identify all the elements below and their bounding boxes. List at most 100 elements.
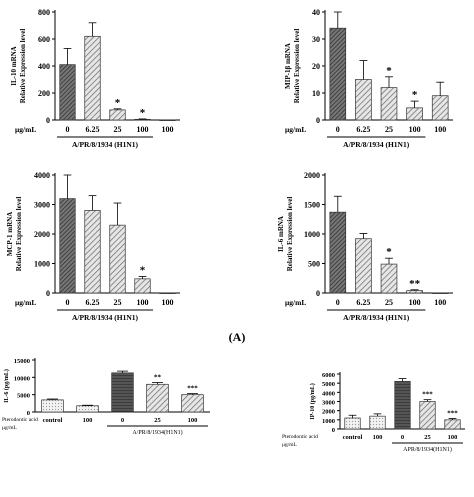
x-tick-label: 25 — [114, 298, 122, 307]
x-tick-label: 6.25 — [356, 125, 370, 134]
y-tick-label: 4000 — [34, 171, 50, 180]
y-axis-label: IL-10 mRNA — [10, 46, 18, 85]
y-tick-label: 0 — [27, 410, 30, 417]
significance-marker: * — [386, 65, 392, 77]
bar — [41, 399, 64, 413]
x-tick-label: 100 — [188, 417, 198, 424]
bar — [76, 405, 99, 413]
y-tick-label: 1000 — [304, 230, 320, 239]
bar — [111, 372, 134, 413]
y-axis-label: Relative Expression level — [286, 197, 294, 272]
x-tick-label: control — [343, 434, 363, 441]
bar — [355, 79, 372, 121]
chart-5: 0 5000 10000 15000 IL-6 (pg/mL) control 100 0 **… — [2, 358, 210, 436]
y-axis-label: Relative Expression level — [293, 29, 301, 104]
y-tick-label: 10000 — [14, 375, 30, 382]
group-label: APR/8/1934(H1N1) — [403, 446, 452, 453]
chart-1: 0 200 400 600 800 IL-10 mRNA Relative Expressi… — [10, 8, 180, 149]
y-tick-label: 30 — [312, 35, 320, 44]
bar — [444, 419, 461, 430]
x-tick-label: 100 — [448, 434, 458, 441]
x-tick-label: 0 — [336, 298, 340, 307]
bar — [134, 278, 151, 294]
x-tick-label: 100 — [373, 434, 383, 441]
bar — [159, 292, 176, 294]
x-tick-label: 25 — [114, 125, 122, 134]
chart-2: 0 10 20 30 40 MIP-1β mRNA Relative Expression … — [284, 8, 453, 149]
group-label: A/PR/8/1934 (H1N1) — [72, 140, 139, 149]
significance-marker: * — [386, 246, 392, 258]
bar — [146, 383, 169, 413]
y-tick-label: 0 — [332, 427, 335, 434]
x-tick-label: control — [43, 417, 63, 424]
y-tick-label: 0 — [46, 289, 50, 298]
y-tick-label: 2000 — [34, 230, 50, 239]
y-tick-label: 2000 — [304, 171, 320, 180]
significance-marker: *** — [447, 409, 458, 417]
bar — [344, 417, 361, 430]
x-tick-label: 100 — [162, 125, 174, 134]
bar — [109, 109, 126, 121]
significance-marker: * — [140, 264, 146, 276]
x-tick-label: 0 — [66, 298, 70, 307]
row-label: μg/mL — [282, 442, 298, 448]
significance-marker: * — [115, 97, 121, 109]
panel-label: (A) — [228, 330, 246, 344]
x-tick-label: 100 — [137, 125, 149, 134]
bar — [355, 238, 372, 294]
x-tick-label: 100 — [83, 417, 93, 424]
x-tick-label: 100 — [434, 125, 446, 134]
x-tick-label: 6.25 — [86, 125, 100, 134]
bar — [369, 415, 386, 430]
x-tick-label: 6.25 — [86, 298, 100, 307]
y-tick-label: 10 — [312, 89, 320, 98]
x-tick-label: 25 — [385, 298, 393, 307]
y-tick-label: 20 — [312, 62, 320, 71]
bar — [406, 290, 423, 294]
bar — [59, 198, 76, 294]
y-tick-label: 800 — [38, 8, 50, 17]
significance-marker: ** — [409, 278, 421, 290]
bar — [431, 292, 449, 294]
y-tick-label: 0 — [316, 116, 320, 125]
x-tick-label: 25 — [154, 417, 161, 424]
bar — [159, 119, 176, 121]
y-tick-label: 4000 — [322, 390, 335, 397]
row-label: Pterodontic acid — [2, 417, 38, 423]
bar — [431, 95, 449, 121]
x-tick-label: 0 — [121, 417, 124, 424]
unit-label: μg/mL — [285, 125, 306, 134]
bar — [329, 211, 347, 294]
y-tick-label: 5000 — [322, 381, 335, 388]
y-axis-label: IL-6 (pg/mL) — [3, 369, 10, 403]
y-tick-label: 40 — [312, 8, 320, 17]
bar — [134, 118, 151, 121]
bar — [109, 224, 126, 294]
y-axis-label: Relative Expression level — [19, 29, 27, 104]
bar — [59, 64, 76, 121]
group-label: A/PR/8/1934(H1N1) — [132, 429, 182, 436]
bar — [380, 87, 398, 121]
bar — [419, 401, 436, 430]
bar — [84, 35, 101, 121]
y-tick-label: 600 — [38, 35, 50, 44]
row-label: μg/mL — [2, 425, 18, 431]
unit-label: μg/mL — [285, 298, 306, 307]
y-axis-label: IL-6 mRNA — [277, 216, 285, 252]
y-tick-label: 5000 — [17, 393, 30, 400]
significance-marker: ** — [154, 374, 162, 382]
x-tick-label: 100 — [137, 298, 149, 307]
y-tick-label: 400 — [38, 62, 50, 71]
unit-label: μg/mL — [15, 125, 36, 134]
significance-marker: *** — [187, 385, 198, 393]
x-tick-label: 100 — [434, 298, 446, 307]
y-axis-label: MCP-1 mRNA — [6, 212, 14, 257]
unit-label: μg/mL — [15, 298, 36, 307]
x-tick-label: 100 — [409, 125, 421, 134]
y-axis-label: Relative Expression level — [15, 197, 23, 272]
y-axis-label: MIP-1β mRNA — [284, 43, 292, 89]
